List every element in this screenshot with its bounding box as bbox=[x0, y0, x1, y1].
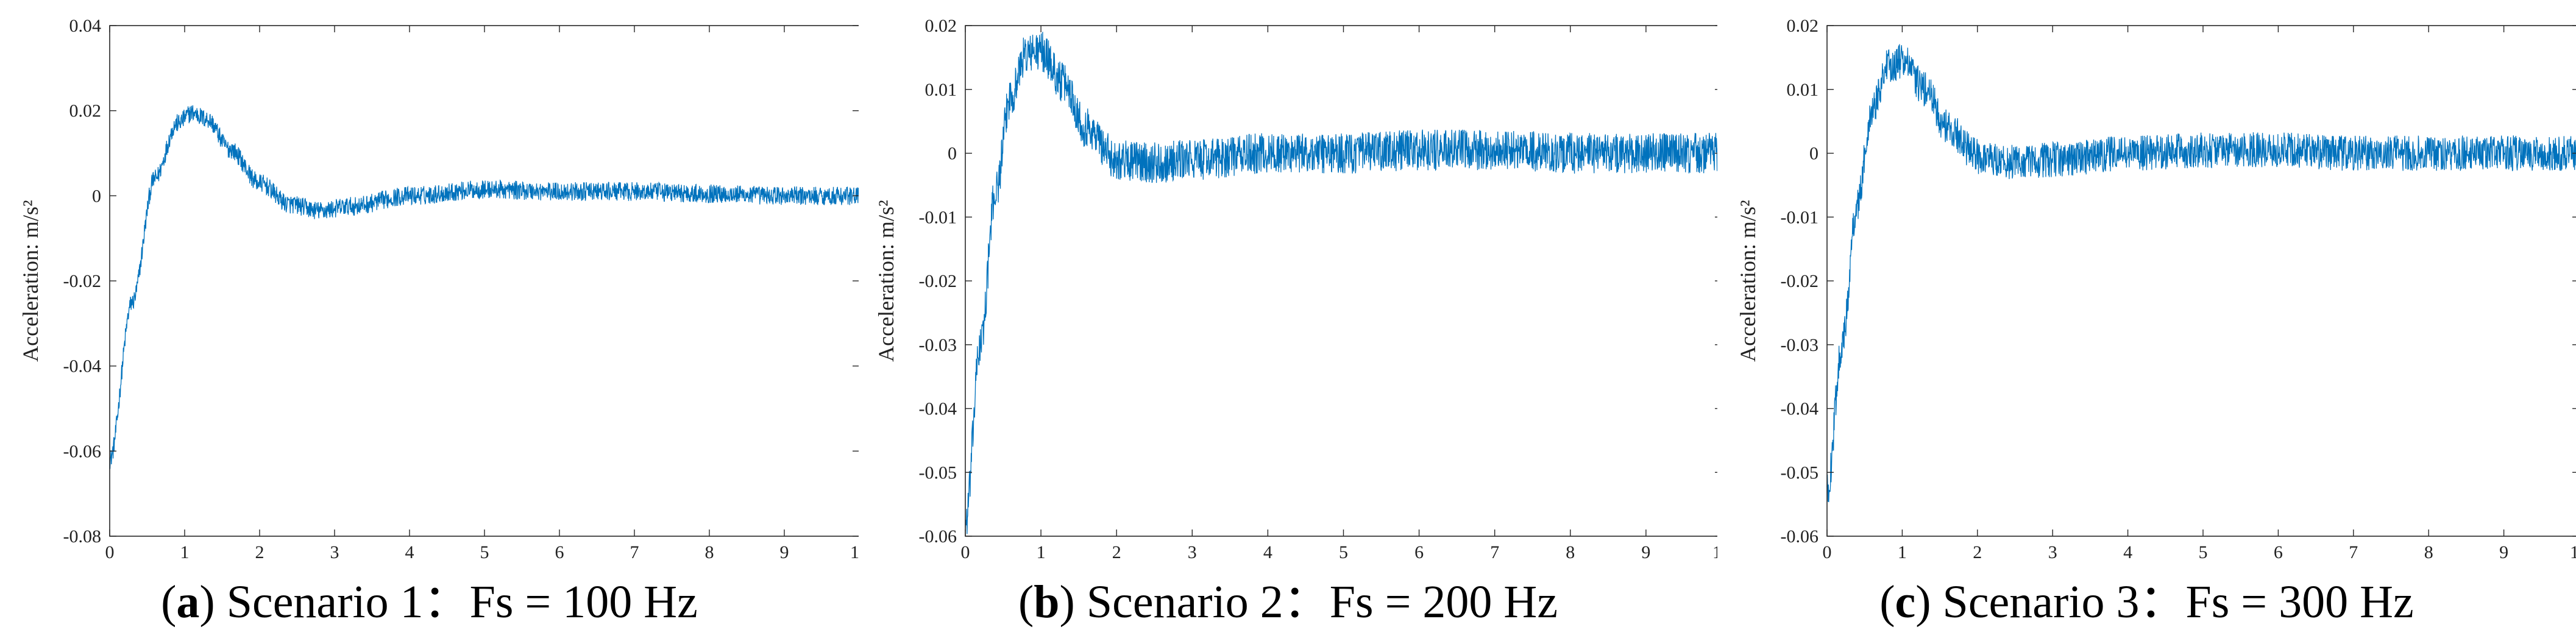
y-tick-label: 0.01 bbox=[1787, 80, 1819, 100]
x-tick-label: 10 bbox=[850, 542, 859, 561]
y-tick-label: 0 bbox=[948, 144, 957, 164]
y-tick-label: -0.01 bbox=[919, 207, 957, 227]
y-tick-label: 0 bbox=[1809, 144, 1818, 164]
y-tick-label: -0.06 bbox=[919, 526, 957, 547]
x-tick-label: 2 bbox=[255, 542, 264, 561]
y-tick-label: -0.06 bbox=[1781, 526, 1819, 547]
caption-a-letter: a bbox=[176, 576, 200, 628]
x-tick-label: 9 bbox=[2499, 542, 2508, 561]
chart-c: 0 1 2 3 4 5 6 7 8 9 10 -0.06 -0.05 -0.04 -0.03 -0.02 -0.… bbox=[1736, 16, 2576, 561]
panel-a: 0 1 2 3 4 5 6 7 8 9 10 -0.08 -0.06 -0.04 -0.02 0 0.02 0.0… bbox=[0, 0, 859, 641]
caption-b: (b) Scenario 2：Fs = 200 Hz bbox=[1018, 576, 1558, 628]
y-tick-label: 0.02 bbox=[1787, 16, 1819, 36]
axes-box bbox=[1826, 25, 2576, 537]
x-tick-label: 5 bbox=[480, 542, 489, 561]
y-tick-label: -0.05 bbox=[1781, 462, 1819, 483]
y-tick-label: -0.02 bbox=[63, 271, 102, 291]
x-tick-label: 10 bbox=[1712, 542, 1717, 561]
x-tick-label: 4 bbox=[2123, 542, 2132, 561]
axes-box bbox=[965, 25, 1717, 537]
x-tick-label: 4 bbox=[405, 542, 414, 561]
x-tick-label: 6 bbox=[1414, 542, 1424, 561]
y-tick-label: 0.02 bbox=[925, 16, 957, 36]
y-axis-label: Acceleration: m/s² bbox=[18, 200, 43, 362]
axes-box bbox=[109, 25, 859, 537]
x-tick-label: 8 bbox=[1566, 542, 1575, 561]
x-tick-label: 5 bbox=[2199, 542, 2208, 561]
series-line-acceleration bbox=[1826, 44, 2576, 503]
y-tick-label: 0 bbox=[92, 186, 101, 206]
caption-c-letter: c bbox=[1895, 576, 1916, 628]
x-tick-label: 8 bbox=[705, 542, 714, 561]
x-tick-label: 3 bbox=[1188, 542, 1197, 561]
caption-a: (a) Scenario 1：Fs = 100 Hz bbox=[161, 576, 698, 628]
x-tick-label: 7 bbox=[1490, 542, 1499, 561]
panel-b: 0 1 2 3 4 5 6 7 8 9 10 -0.06 -0.05 -0.04 -0.03 -0.02 -0.… bbox=[859, 0, 1717, 641]
chart-b: 0 1 2 3 4 5 6 7 8 9 10 -0.06 -0.05 -0.04 -0.03 -0.02 -0.… bbox=[874, 16, 1717, 561]
y-tick-label: -0.04 bbox=[919, 399, 957, 419]
x-tick-label: 2 bbox=[1973, 542, 1982, 561]
y-tick-label: -0.08 bbox=[63, 526, 102, 547]
y-tick-label: -0.02 bbox=[919, 271, 957, 291]
x-tick-label: 0 bbox=[1823, 542, 1832, 561]
y-tick-label: -0.03 bbox=[1781, 335, 1819, 355]
y-tick-label: -0.04 bbox=[63, 356, 102, 377]
x-tick-label: 0 bbox=[105, 542, 115, 561]
x-tick-label: 3 bbox=[330, 542, 339, 561]
x-tick-label: 1 bbox=[180, 542, 190, 561]
chart-a: 0 1 2 3 4 5 6 7 8 9 10 -0.08 -0.06 -0.04 -0.02 0 0.02 0.0… bbox=[18, 16, 859, 561]
x-tick-label: 6 bbox=[2274, 542, 2283, 561]
y-axis-label: Acceleration: m/s² bbox=[874, 200, 898, 362]
y-tick-label: -0.06 bbox=[63, 441, 102, 461]
caption-c: (c) Scenario 3：Fs = 300 Hz bbox=[1879, 576, 2414, 628]
x-tick-label: 8 bbox=[2424, 542, 2433, 561]
x-tick-label: 4 bbox=[1263, 542, 1272, 561]
caption-a-text: ) Scenario 1：Fs = 100 Hz bbox=[199, 576, 698, 628]
x-tick-label: 0 bbox=[961, 542, 970, 561]
y-tick-label: 0.04 bbox=[69, 16, 102, 36]
x-tick-label: 7 bbox=[2349, 542, 2358, 561]
y-tick-label: 0.01 bbox=[925, 80, 957, 100]
x-tick-label: 1 bbox=[1037, 542, 1046, 561]
x-tick-label: 1 bbox=[1898, 542, 1907, 561]
series-line-acceleration bbox=[109, 105, 859, 469]
y-tick-label: 0.02 bbox=[69, 101, 102, 121]
y-tick-label: -0.04 bbox=[1781, 399, 1819, 419]
series-line-acceleration bbox=[965, 32, 1717, 534]
x-tick-label: 5 bbox=[1339, 542, 1348, 561]
y-tick-label: -0.02 bbox=[1781, 271, 1819, 291]
x-tick-label: 10 bbox=[2570, 542, 2576, 561]
x-tick-label: 9 bbox=[1641, 542, 1650, 561]
x-tick-label: 2 bbox=[1112, 542, 1121, 561]
y-axis-label: Acceleration: m/s² bbox=[1736, 200, 1760, 362]
x-tick-label: 7 bbox=[630, 542, 639, 561]
x-tick-label: 6 bbox=[555, 542, 564, 561]
y-tick-label: -0.05 bbox=[919, 462, 957, 483]
y-tick-label: -0.03 bbox=[919, 335, 957, 355]
caption-b-text: ) Scenario 2：Fs = 200 Hz bbox=[1059, 576, 1558, 628]
x-tick-label: 9 bbox=[780, 542, 789, 561]
x-tick-label: 3 bbox=[2048, 542, 2057, 561]
panel-c: 0 1 2 3 4 5 6 7 8 9 10 -0.06 -0.05 -0.04 -0.03 -0.02 -0.… bbox=[1717, 0, 2576, 641]
y-tick-label: -0.01 bbox=[1781, 207, 1819, 227]
caption-c-text: ) Scenario 3：Fs = 300 Hz bbox=[1915, 576, 2414, 628]
caption-b-letter: b bbox=[1034, 576, 1060, 628]
